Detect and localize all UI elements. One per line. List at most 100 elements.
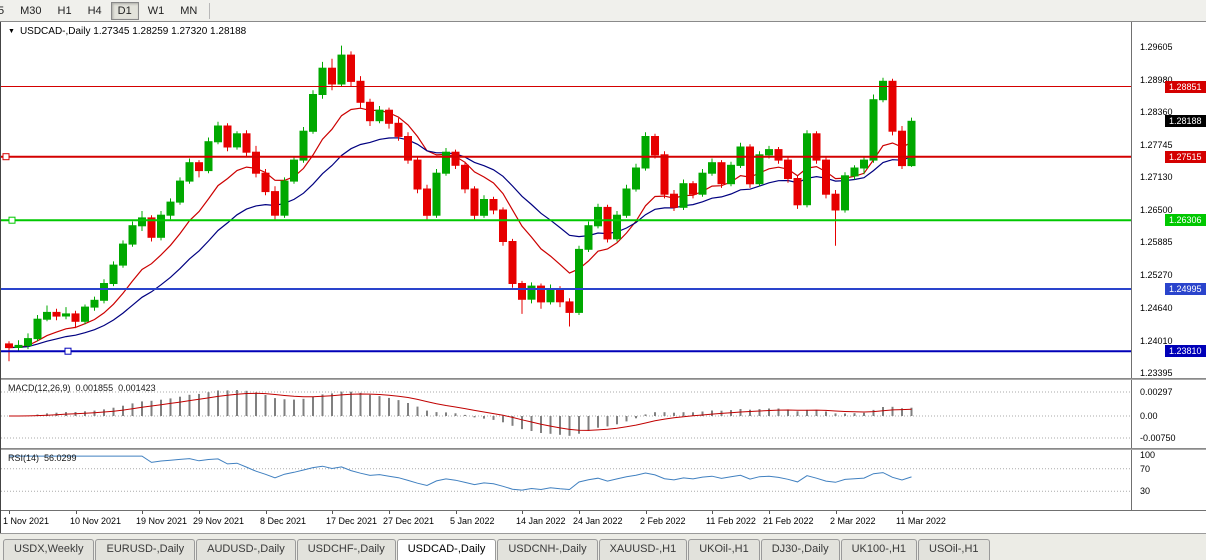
macd-value-main: 0.001855 — [75, 383, 114, 393]
price-axis-label: 1.24640 — [1140, 303, 1173, 313]
macd-signal-line — [9, 392, 912, 431]
timeframe-button-w1[interactable]: W1 — [147, 4, 165, 17]
price-axis-label: 1.26500 — [1140, 205, 1173, 215]
tab-ukoil-h1[interactable]: UKOil-,H1 — [688, 539, 760, 560]
rsi-value: 56.0299 — [44, 453, 77, 463]
date-tick — [456, 511, 457, 514]
price-axis-label: 1.25270 — [1140, 270, 1173, 280]
price-axis-label: 1.28980 — [1140, 75, 1173, 85]
tab-usoil-h1[interactable]: USOil-,H1 — [918, 539, 990, 560]
date-label: 21 Feb 2022 — [763, 516, 814, 526]
price-axis-label: 1.27745 — [1140, 140, 1173, 150]
chart-info-line: ▼ USDCAD-,Daily 1.27345 1.28259 1.27320 … — [8, 26, 246, 37]
date-tick — [579, 511, 580, 514]
line-price-tag: 1.23810 — [1165, 345, 1206, 357]
tab-eurusd-daily[interactable]: EURUSD-,Daily — [95, 539, 196, 560]
date-tick — [332, 511, 333, 514]
date-label: 10 Nov 2021 — [70, 516, 122, 526]
date-label: 5 Jan 2022 — [450, 516, 495, 526]
macd-histogram — [17, 390, 913, 436]
timeframe-button-d1[interactable]: D1 — [110, 1, 139, 20]
price-axis-label: 1.29605 — [1140, 42, 1173, 52]
tab-usdchf-daily[interactable]: USDCHF-,Daily — [296, 539, 396, 560]
candlestick-series — [5, 45, 916, 362]
timeframe-button-mn[interactable]: MN — [180, 4, 198, 17]
timeframe-button-h1[interactable]: H1 — [57, 4, 72, 17]
macd-value-signal: 0.001423 — [118, 383, 156, 393]
tab-usdx-weekly[interactable]: USDX,Weekly — [3, 539, 95, 560]
chart-tabs: USDX,Weekly EURUSD-,Daily AUDUSD-,Daily USD… — [0, 533, 1206, 560]
line-handle[interactable] — [2, 153, 10, 161]
date-tick — [836, 511, 837, 514]
macd-title: MACD(12,26,9) — [8, 383, 71, 393]
rsi-axis: 100 70 30 — [1131, 450, 1206, 510]
rsi-axis-label: 100 — [1140, 450, 1156, 460]
date-tick — [199, 511, 200, 514]
date-tick — [389, 511, 390, 514]
line-price-tag: 1.28851 — [1165, 81, 1206, 93]
date-tick — [646, 511, 647, 514]
macd-axis-label: 0.00297 — [1140, 387, 1173, 397]
toolbar-separator — [209, 2, 211, 19]
macd-label: MACD(12,26,9) 0.001855 0.001423 — [8, 383, 156, 393]
macd-axis-label: -0.00750 — [1140, 433, 1176, 443]
date-axis[interactable]: 1 Nov 2021 10 Nov 2021 19 Nov 2021 29 Nov 2… — [1, 510, 1206, 534]
date-label: 29 Nov 2021 — [193, 516, 245, 526]
date-tick — [76, 511, 77, 514]
timeframe-button-5[interactable]: 5 — [0, 2, 11, 20]
price-axis-label: 1.25885 — [1140, 237, 1173, 247]
price-axis[interactable]: 1.29605 1.28980 1.28360 1.27745 1.27130 1.265… — [1131, 22, 1206, 378]
tab-usdcad-daily[interactable]: USDCAD-,Daily — [396, 539, 497, 560]
date-tick — [142, 511, 143, 514]
date-label: 17 Dec 2021 — [326, 516, 378, 526]
macd-axis-label: 0.00 — [1140, 411, 1158, 421]
date-tick — [769, 511, 770, 514]
ma-slow-line — [8, 137, 912, 349]
price-axis-label: 1.28360 — [1140, 107, 1173, 117]
price-axis-label: 1.24010 — [1140, 336, 1173, 346]
rsi-title: RSI(14) — [8, 453, 40, 463]
line-handle[interactable] — [64, 347, 72, 355]
date-label: 2 Mar 2022 — [830, 516, 876, 526]
date-tick — [266, 511, 267, 514]
date-label: 11 Feb 2022 — [706, 516, 756, 526]
horizontal-lines[interactable] — [1, 86, 1132, 355]
line-handle[interactable] — [8, 216, 16, 224]
panel-splitter[interactable] — [1, 378, 1206, 380]
date-label: 1 Nov 2021 — [3, 516, 50, 526]
price-panel[interactable]: ▼ USDCAD-,Daily 1.27345 1.28259 1.27320 … — [1, 22, 1206, 378]
rsi-label: RSI(14) 56.0299 — [8, 453, 77, 463]
macd-axis: 0.00297 0.00 -0.00750 — [1131, 380, 1206, 448]
tab-audusd-daily[interactable]: AUDUSD-,Daily — [196, 539, 296, 560]
current-price-tag: 1.28188 — [1165, 115, 1206, 127]
date-label: 8 Dec 2021 — [260, 516, 307, 526]
candlestick-chart[interactable] — [1, 22, 1132, 378]
line-price-tag: 1.24995 — [1165, 283, 1206, 295]
rsi-panel[interactable]: RSI(14) 56.0299 100 70 30 — [1, 450, 1206, 510]
date-label: 19 Nov 2021 — [136, 516, 188, 526]
ohlc-readout: USDCAD-,Daily 1.27345 1.28259 1.27320 1.… — [19, 26, 247, 37]
panel-splitter[interactable] — [1, 448, 1206, 450]
rsi-line — [9, 455, 912, 491]
rsi-axis-label: 30 — [1140, 486, 1151, 496]
line-price-tag: 1.26306 — [1165, 214, 1206, 226]
chart-window: ▼ USDCAD-,Daily 1.27345 1.28259 1.27320 … — [0, 22, 1206, 534]
date-tick — [712, 511, 713, 514]
timeframe-toolbar: 5 M30 H1 H4 D1 W1 MN — [0, 0, 1206, 22]
tab-uk100-h1[interactable]: UK100-,H1 — [840, 539, 918, 560]
price-axis-label: 1.27130 — [1140, 172, 1173, 182]
date-tick — [902, 511, 903, 514]
quote-dropdown-icon[interactable]: ▼ — [8, 27, 15, 35]
rsi-axis-label: 70 — [1140, 464, 1151, 474]
macd-panel[interactable]: MACD(12,26,9) 0.001855 0.001423 0.00297 0… — [1, 380, 1206, 448]
tab-dj30-daily[interactable]: DJ30-,Daily — [760, 539, 840, 560]
macd-chart[interactable] — [1, 380, 1132, 448]
rsi-chart[interactable] — [1, 450, 1132, 510]
tab-usdcnh-daily[interactable]: USDCNH-,Daily — [497, 539, 598, 560]
date-tick — [9, 511, 10, 514]
line-price-tag: 1.27515 — [1165, 151, 1206, 163]
timeframe-button-m30[interactable]: M30 — [20, 4, 42, 17]
timeframe-button-h4[interactable]: H4 — [87, 4, 102, 17]
tab-xauusd-h1[interactable]: XAUUSD-,H1 — [598, 539, 688, 560]
